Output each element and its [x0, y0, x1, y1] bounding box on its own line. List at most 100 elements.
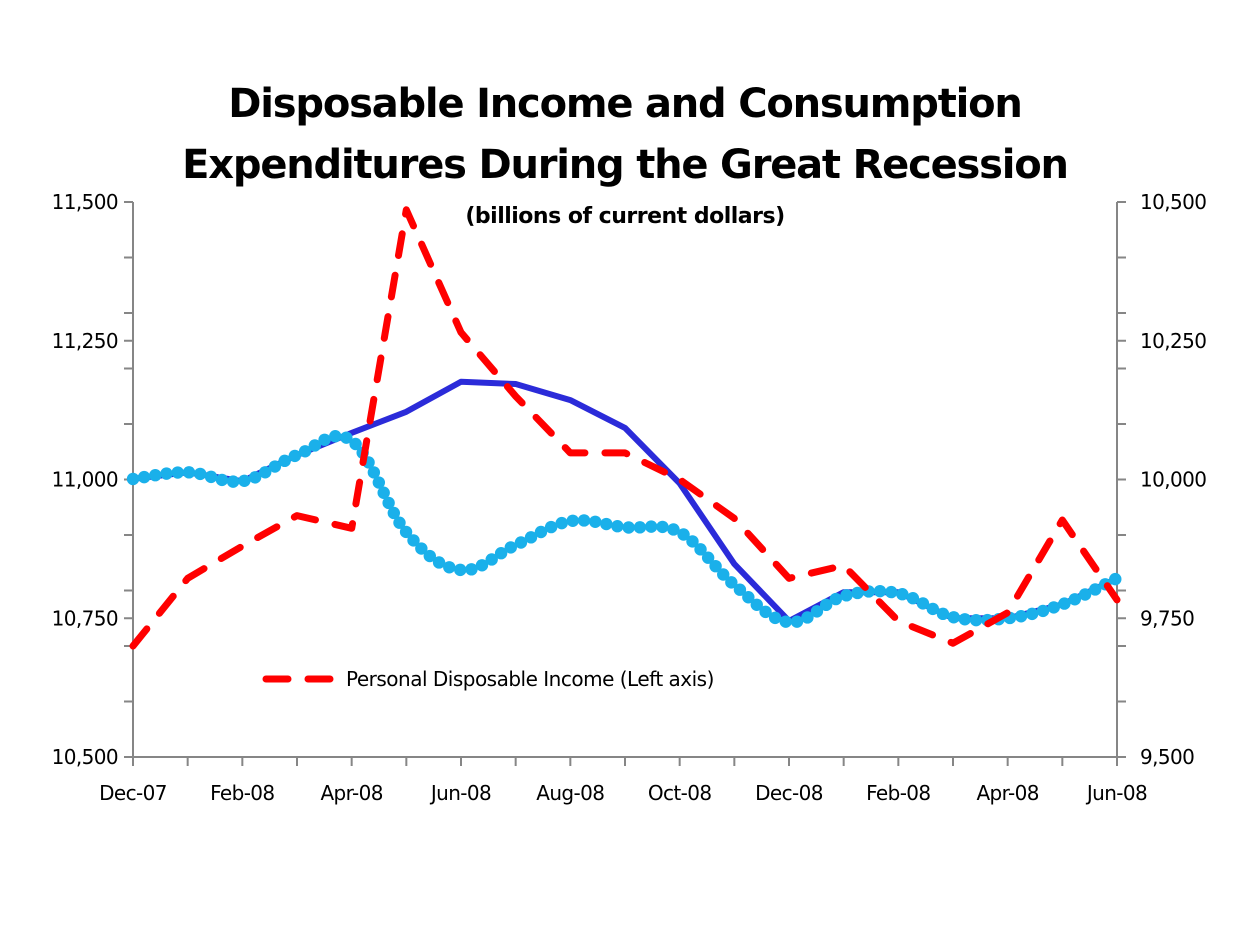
data-point	[382, 496, 395, 510]
data-point	[667, 523, 680, 536]
x-tick-label: Jun-08	[1085, 781, 1147, 805]
data-point	[1068, 593, 1082, 606]
x-tick-label: Apr-08	[320, 781, 382, 805]
data-point	[633, 521, 647, 534]
y-tick-label-left: 10,500	[52, 745, 118, 769]
data-point	[801, 611, 814, 624]
data-point	[393, 516, 406, 529]
y-tick-label-left: 11,000	[52, 468, 118, 492]
data-point	[465, 563, 478, 576]
data-point	[709, 559, 722, 573]
series-line-personal-consumption-expenditures	[132, 378, 1119, 624]
data-point	[600, 517, 613, 531]
data-point	[1088, 583, 1102, 596]
x-tick-label: Dec-08	[755, 781, 823, 805]
data-point	[577, 514, 591, 527]
chart-title-line-1: Disposable Income and Consumption	[228, 81, 1021, 127]
chart-title-line-2: Expenditures During the Great Recession	[182, 142, 1068, 188]
data-point	[622, 521, 635, 534]
data-point	[298, 445, 312, 458]
data-point	[566, 514, 579, 527]
data-point	[193, 467, 207, 481]
data-point	[829, 592, 843, 606]
data-point	[372, 476, 386, 489]
data-point	[387, 506, 401, 520]
data-point	[534, 525, 548, 539]
data-point	[1014, 610, 1028, 623]
data-point	[308, 439, 322, 452]
data-point	[1047, 601, 1060, 614]
data-point	[686, 535, 699, 548]
data-point	[656, 520, 669, 534]
data-point	[485, 553, 498, 566]
data-point	[226, 475, 240, 488]
data-point	[1036, 604, 1050, 618]
data-point	[514, 536, 528, 549]
data-point	[423, 549, 436, 563]
data-point	[819, 598, 833, 612]
x-tick-label: Jun-08	[429, 781, 491, 805]
x-tick-label: Feb-08	[210, 781, 274, 805]
data-point	[160, 467, 173, 480]
data-point	[759, 605, 772, 619]
data-point	[926, 602, 940, 616]
data-point	[750, 598, 763, 611]
data-point	[137, 470, 151, 484]
x-tick-label: Feb-08	[866, 781, 930, 805]
series-layer	[126, 206, 1122, 650]
y-tick-label-left: 11,250	[52, 329, 118, 353]
data-point	[182, 466, 196, 479]
data-point	[340, 431, 353, 444]
data-point	[407, 534, 420, 547]
data-point	[677, 528, 690, 541]
data-point	[742, 591, 755, 604]
data-point	[318, 433, 331, 446]
y-tick-label-left: 10,750	[52, 606, 118, 630]
data-point	[790, 615, 804, 628]
data-point	[454, 563, 467, 577]
data-point	[248, 471, 262, 484]
data-point	[969, 613, 983, 627]
data-point	[149, 469, 162, 482]
data-point	[645, 520, 658, 533]
x-tick-label: Dec-07	[99, 781, 167, 805]
y-tick-label-right: 9,500	[1140, 745, 1194, 769]
data-point	[259, 466, 272, 479]
data-point	[432, 556, 446, 569]
data-point	[896, 588, 909, 601]
data-point	[916, 597, 930, 610]
y-tick-label-left: 11,500	[52, 190, 118, 214]
data-point	[885, 585, 898, 599]
data-point	[329, 430, 342, 443]
data-point	[494, 547, 508, 560]
x-tick-label: Aug-08	[536, 781, 604, 805]
data-point	[171, 466, 184, 479]
data-point	[555, 516, 568, 530]
data-point	[810, 605, 824, 618]
data-point	[504, 541, 517, 554]
data-point	[694, 543, 707, 556]
data-point	[204, 470, 218, 484]
data-point	[268, 460, 282, 473]
data-point	[278, 454, 291, 468]
legend-label-pdi: Personal Disposable Income (Left axis)	[346, 667, 714, 691]
data-point	[544, 520, 558, 534]
data-point	[1109, 572, 1122, 586]
data-point	[873, 584, 887, 598]
y-tick-label-right: 10,250	[1140, 329, 1206, 353]
chart-subtitle: (billions of current dollars)	[465, 204, 784, 229]
data-point	[126, 472, 140, 486]
series-line-personal-disposable-income-left-axis	[129, 206, 1121, 650]
data-point	[733, 583, 747, 596]
data-point	[611, 519, 624, 533]
axes: 11,500 11,250 11,000 10,750 10,500 10,500 10,2…	[52, 190, 1207, 805]
data-point	[589, 515, 602, 528]
data-point	[524, 531, 538, 544]
data-point	[443, 561, 456, 574]
data-point	[215, 473, 229, 487]
y-tick-label-right: 9,750	[1140, 606, 1194, 630]
y-tick-label-right: 10,000	[1140, 468, 1206, 492]
data-point	[1058, 597, 1071, 610]
data-point	[851, 586, 864, 600]
